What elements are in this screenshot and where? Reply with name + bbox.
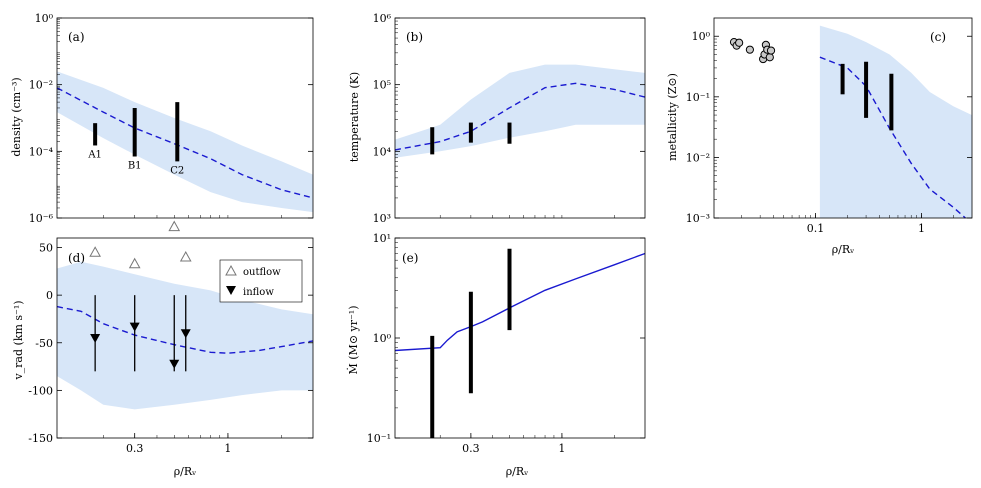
panel-d-model [56, 305, 314, 354]
outflow-marker-3 [179, 251, 192, 262]
ytick-label-b-0: 10⁶ [373, 12, 392, 25]
panel-a-label: (a) [68, 30, 85, 44]
ytick-label-b-3: 10³ [373, 212, 391, 225]
ytick-label-d-1: 0 [46, 289, 53, 302]
panel-a-errorbars: A1 B1 C2 [87, 102, 184, 176]
inflow-marker-0 [90, 334, 101, 343]
panel-d-ylabel: v_rad (km s⁻¹) [12, 300, 25, 380]
panel-a: A1 B1 C2 10⁰ 10⁻² 10⁻⁴ 10⁻⁶ (a) density (cm⁻³… [10, 12, 314, 225]
xtick-label-d-0: 0.3 [126, 442, 144, 455]
ytick-label-e-2: 10⁻¹ [367, 432, 391, 445]
ytick-label-d-4: -150 [28, 432, 53, 445]
panel-c-ylabel: metallicity (Z⊙) [666, 73, 679, 161]
panel-c-xlabel: ρ/Rᵥ [832, 243, 855, 256]
ytick-label-c-0: 10⁰ [692, 30, 711, 43]
panel-e-axes: 10¹ 10⁰ 10⁻¹ 0.3 1 [367, 232, 646, 455]
legend-inflow-label: inflow [243, 287, 274, 298]
data-point-9 [766, 46, 776, 55]
xtick-label-c-1: 1 [918, 222, 925, 235]
data-point-2 [735, 38, 744, 47]
model-line-b [394, 82, 646, 151]
ytick-label-a-2: 10⁻⁴ [29, 145, 54, 158]
legend-box [219, 259, 303, 303]
panel-d-label: (d) [68, 251, 85, 265]
panel-c-label: (c) [930, 30, 946, 44]
ytick-label-d-3: -100 [28, 384, 53, 397]
panel-c-axes: 10⁰ 10⁻¹ 10⁻² 10⁻³ 0.1 1 [686, 17, 973, 235]
panel-b-ylabel: temperature (K) [348, 72, 361, 162]
outflow-marker-2 [168, 220, 181, 232]
panel-d-legend: outflow inflow [219, 259, 303, 303]
legend-outflow-label: outflow [243, 267, 281, 278]
panel-e: 10¹ 10⁰ 10⁻¹ 0.3 1 (e) Ṁ (M⊙ yr⁻¹) ρ/Rᵥ [346, 232, 646, 478]
panel-d-axes: 50 0 -50 -100 -150 0.3 1 [28, 237, 314, 455]
ytick-label-a-3: 10⁻⁶ [29, 212, 54, 225]
band-b [395, 64, 645, 158]
panel-c-errorbars [840, 61, 894, 131]
panel-e-xlabel: ρ/Rᵥ [506, 465, 529, 478]
panel-c: 10⁰ 10⁻¹ 10⁻² 10⁻³ 0.1 1 (c) metallicity (Z⊙)… [666, 17, 973, 256]
panel-e-label: (e) [402, 251, 418, 265]
panel-b-label: (b) [406, 30, 423, 44]
panel-b-band [395, 64, 645, 158]
ytick-label-a-1: 10⁻² [29, 79, 53, 92]
panel-b-axes: 10⁶ 10⁵ 10⁴ 10³ [373, 12, 646, 225]
axes-frame-b [394, 17, 646, 219]
model-line-d [56, 305, 314, 354]
panel-b-model [394, 82, 646, 151]
panel-c-band [819, 25, 972, 218]
xtick-label-e-1: 1 [558, 442, 565, 455]
legend-outflow-marker [225, 264, 237, 276]
ytick-label-d-0: 50 [39, 242, 53, 255]
axes-frame-d [56, 237, 314, 439]
axes-frame-c [713, 17, 973, 219]
ytick-label-c-2: 10⁻² [686, 151, 710, 164]
data-point-3 [745, 45, 754, 54]
ytick-label-c-3: 10⁻³ [686, 212, 710, 225]
panel-d-xlabel: ρ/Rᵥ [174, 465, 197, 478]
legend-inflow-marker [226, 286, 236, 295]
panel-e-ylabel: Ṁ (M⊙ yr⁻¹) [346, 305, 360, 374]
errorbar-label-2: C2 [170, 165, 184, 176]
outflow-marker-1 [128, 257, 141, 269]
xtick-label-d-1: 1 [224, 442, 231, 455]
axes-frame-a [56, 17, 314, 219]
panel-d-inflow [90, 295, 191, 372]
errorbar-label-1: B1 [128, 160, 142, 171]
errorbar-label-0: A1 [87, 149, 102, 160]
ytick-label-b-2: 10⁴ [373, 145, 392, 158]
band-c [819, 25, 972, 218]
ytick-label-a-0: 10⁰ [35, 12, 54, 25]
panel-d: 50 0 -50 -100 -150 0.3 1 (d) v_rad (km s⁻¹) ρ/… [12, 220, 314, 478]
panel-e-errorbars [430, 248, 512, 438]
outflow-marker-0 [89, 246, 101, 257]
inflow-marker-1 [129, 322, 140, 332]
model-line-c [819, 56, 966, 219]
panel-a-ylabel: density (cm⁻³) [10, 77, 23, 156]
panel-c-model [819, 56, 966, 219]
inflow-marker-2 [169, 359, 180, 369]
panel-e-model [394, 252, 646, 352]
ytick-label-e-1: 10⁰ [373, 332, 392, 345]
panel-d-outflow [89, 220, 192, 269]
panel-a-axes: 10⁰ 10⁻² 10⁻⁴ 10⁻⁶ [29, 12, 314, 225]
ytick-label-d-2: -50 [35, 337, 53, 350]
xtick-label-e-0: 0.3 [462, 442, 480, 455]
xtick-label-c-0: 0.1 [807, 222, 825, 235]
panel-b-errorbars [430, 122, 512, 155]
model-line-e [394, 252, 646, 352]
ytick-label-c-1: 10⁻¹ [686, 91, 710, 104]
ytick-label-e-0: 10¹ [373, 232, 391, 245]
panel-c-points [729, 38, 776, 64]
panel-b: 10⁶ 10⁵ 10⁴ 10³ (b) temperature (K) [348, 12, 646, 225]
inflow-marker-3 [180, 329, 191, 339]
data-point-8 [765, 53, 774, 62]
ytick-label-b-1: 10⁵ [373, 79, 391, 92]
